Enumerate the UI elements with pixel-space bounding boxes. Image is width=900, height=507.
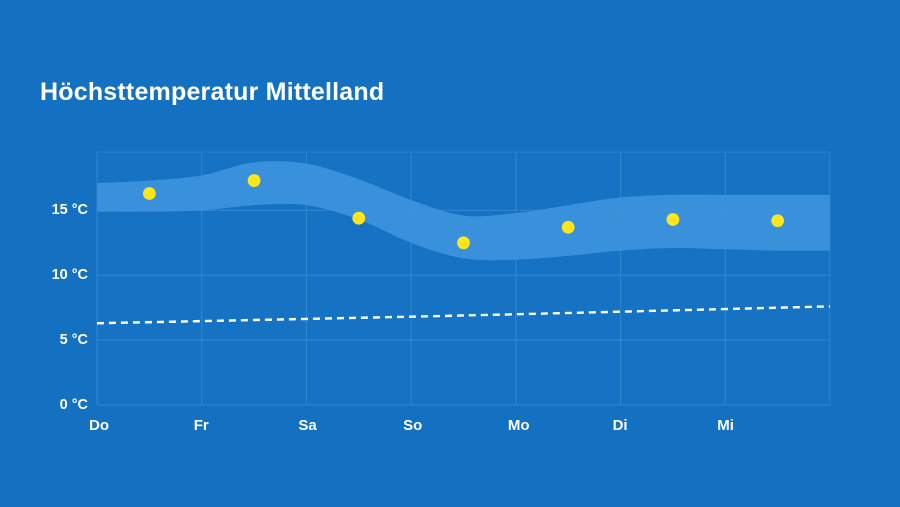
climate-normal-line: [96, 305, 831, 325]
y-tick-label: 15 °C: [51, 202, 88, 219]
temperature-point: [352, 211, 366, 225]
y-axis: 15 °C 10 °C 5 °C 0 °C: [10, 0, 88, 507]
y-tick-label: 0 °C: [59, 397, 88, 413]
temperature-point: [142, 187, 156, 200]
x-tick-label: Di: [612, 417, 628, 434]
temperature-point: [561, 220, 575, 234]
x-tick-label: Do: [89, 417, 109, 434]
uncertainty-band-shape: [97, 161, 830, 261]
x-tick-label: Sa: [298, 417, 317, 434]
x-tick-label: Fr: [193, 417, 209, 434]
temperature-point: [771, 214, 785, 228]
x-tick-label: Mo: [507, 417, 530, 434]
temperature-point: [247, 174, 261, 187]
x-tick-label: So: [403, 417, 423, 434]
chart-title: Höchsttemperatur Mittelland: [40, 78, 385, 106]
gridlines-horizontal: [97, 151, 830, 406]
x-tick-label: Mi: [717, 417, 734, 434]
temperature-point: [666, 213, 680, 226]
temperature-point: [457, 236, 470, 250]
y-tick-label: 5 °C: [59, 332, 88, 349]
uncertainty-band: [97, 161, 830, 261]
y-tick-label: 10 °C: [51, 267, 88, 284]
normal-value-dashed-line: [96, 305, 831, 325]
temperature-points: [142, 174, 785, 250]
